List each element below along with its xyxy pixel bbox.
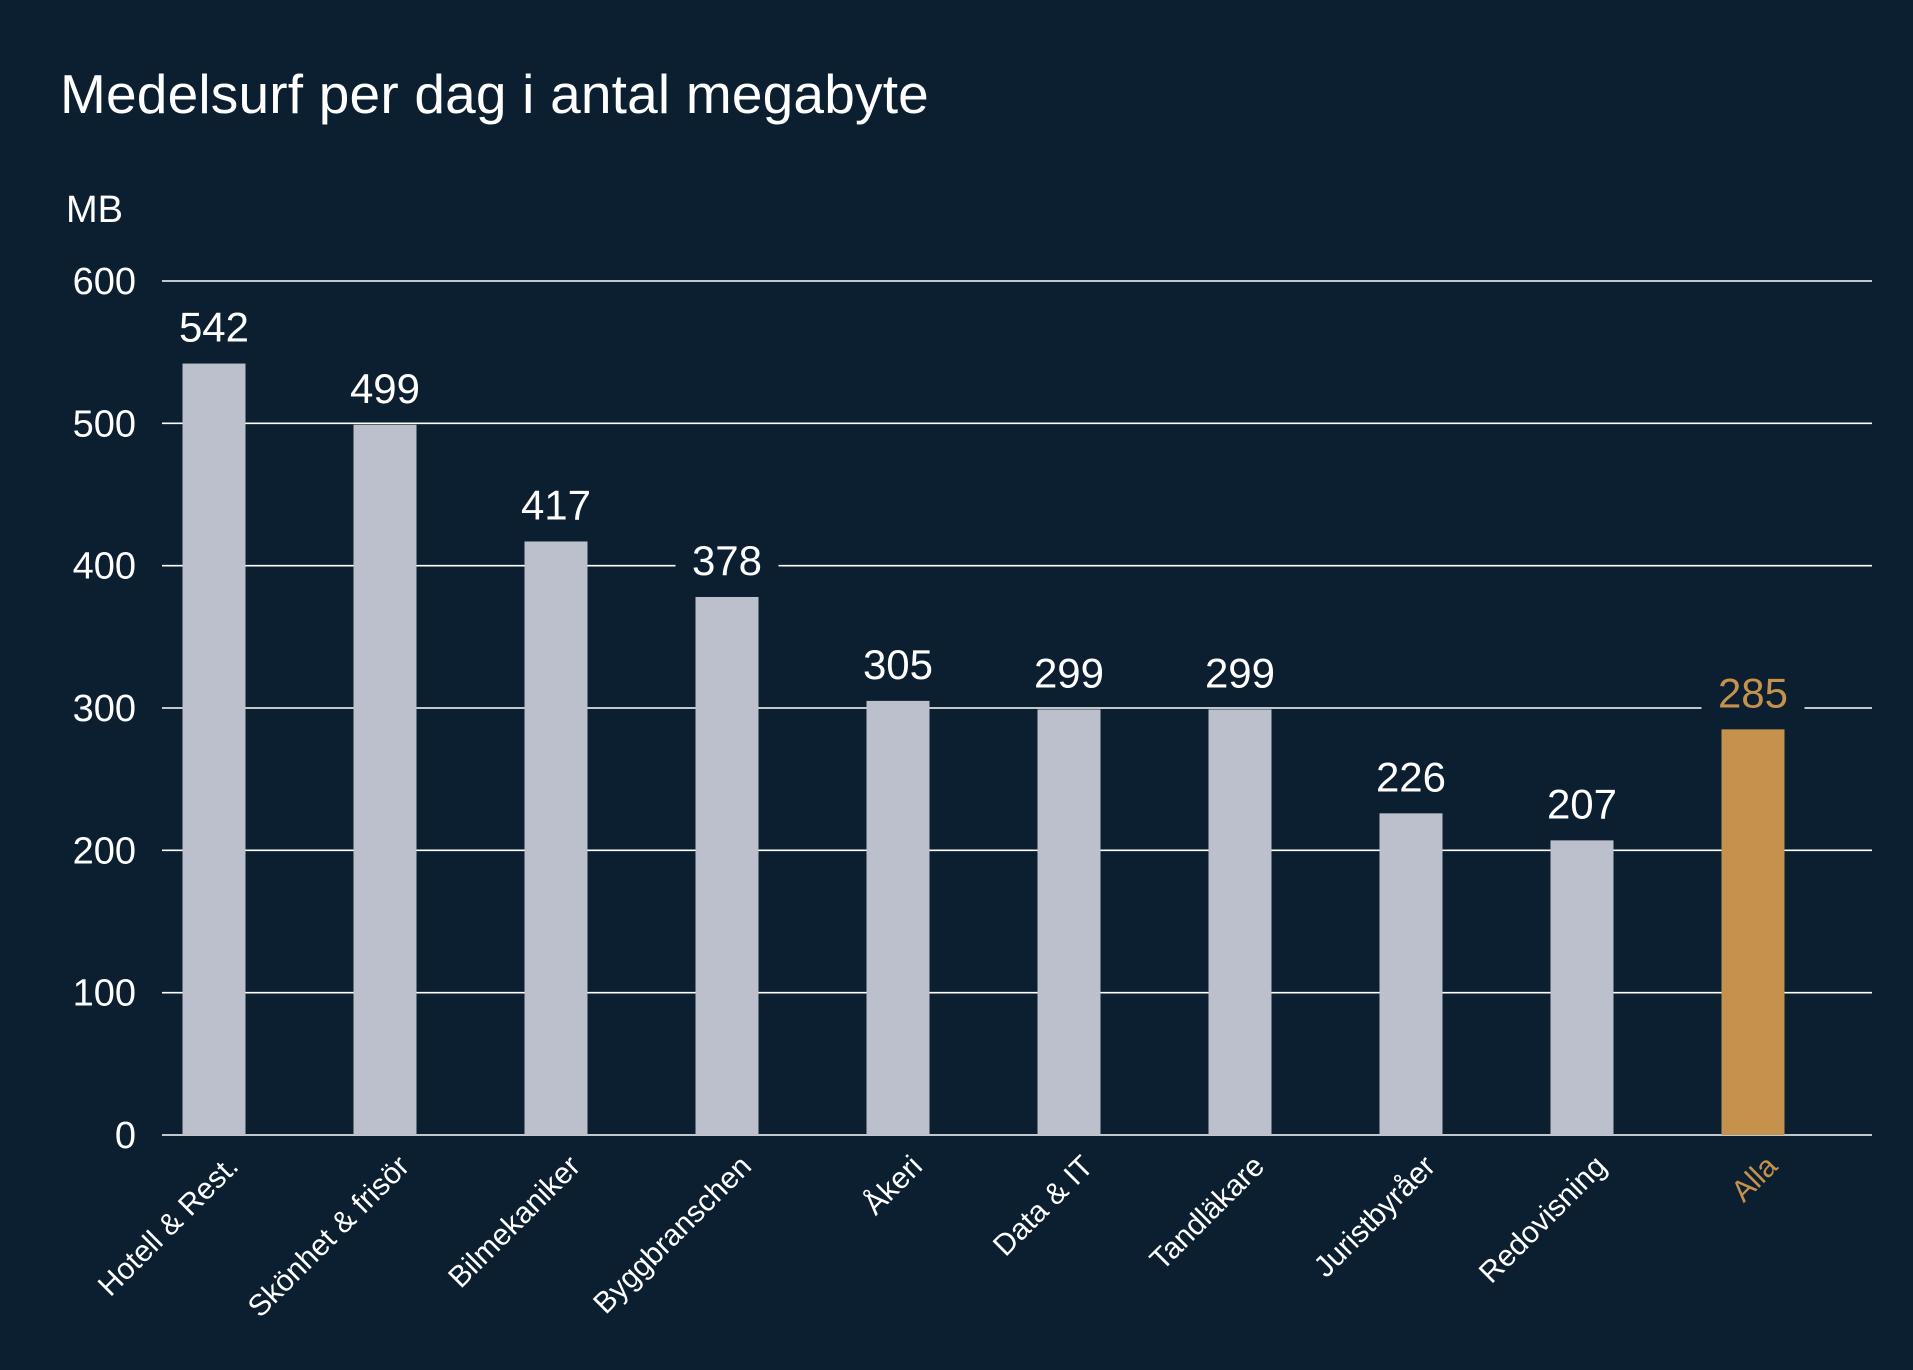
category-label: Åkeri (857, 1150, 929, 1222)
value-labels: 542 499 417 378 305 299 299 226 207 285 (162, 303, 1805, 831)
y-tick-label: 0 (115, 1115, 136, 1157)
value-label-backdrop (1701, 669, 1805, 720)
value-label-backdrop (1017, 649, 1121, 700)
category-label: Tandläkare (1144, 1150, 1271, 1277)
category-label: Skönhet & frisör (242, 1150, 416, 1324)
value-label: 378 (692, 537, 762, 584)
bar (1379, 813, 1443, 1135)
value-label: 226 (1376, 753, 1446, 800)
value-label-backdrop (162, 303, 266, 354)
bar (695, 596, 759, 1135)
category-label: Hotell & Rest. (92, 1150, 245, 1303)
y-axis-unit-label: MB (66, 189, 123, 231)
y-tick-label: 400 (73, 546, 136, 588)
chart-title: Medelsurf per dag i antal megabyte (60, 63, 929, 125)
category-label: Juristbyråer (1308, 1150, 1442, 1284)
bar (1721, 729, 1785, 1135)
value-label-backdrop (333, 364, 437, 415)
y-axis-ticks: 0 100 200 300 400 500 600 (73, 261, 136, 1157)
bar (524, 541, 588, 1135)
value-label: 305 (863, 641, 933, 688)
value-label-backdrop (1188, 649, 1292, 700)
y-tick-label: 200 (73, 830, 136, 872)
value-label-backdrop (504, 481, 608, 532)
value-label: 299 (1205, 649, 1275, 696)
category-label: Redovisning (1473, 1150, 1613, 1290)
value-label: 542 (179, 304, 249, 351)
bar (182, 363, 246, 1135)
value-label-backdrop (1359, 753, 1463, 804)
value-label: 285 (1718, 669, 1788, 716)
y-tick-label: 600 (73, 261, 136, 303)
value-label-backdrop (846, 640, 950, 691)
bar (1208, 709, 1272, 1135)
value-label: 207 (1547, 780, 1617, 827)
bars (182, 363, 1785, 1135)
y-tick-label: 500 (73, 403, 136, 445)
y-tick-label: 100 (73, 973, 136, 1015)
bar (866, 700, 930, 1135)
y-tick-label: 300 (73, 688, 136, 730)
value-label-backdrop (1530, 780, 1634, 831)
category-labels: Hotell & Rest.Skönhet & frisör Bilmekanik… (92, 1149, 1784, 1323)
category-label: Data & IT (987, 1150, 1100, 1263)
bar (353, 424, 417, 1135)
value-label-backdrop (675, 536, 779, 587)
category-label: Bilmekaniker (442, 1150, 587, 1295)
value-label: 299 (1034, 649, 1104, 696)
bar (1550, 840, 1614, 1135)
category-label: Byggbranschen (587, 1150, 758, 1321)
bar (1037, 709, 1101, 1135)
gridlines (162, 280, 1872, 1136)
category-label: Alla (1725, 1149, 1784, 1208)
value-label: 499 (350, 365, 420, 412)
value-label: 417 (521, 481, 591, 528)
